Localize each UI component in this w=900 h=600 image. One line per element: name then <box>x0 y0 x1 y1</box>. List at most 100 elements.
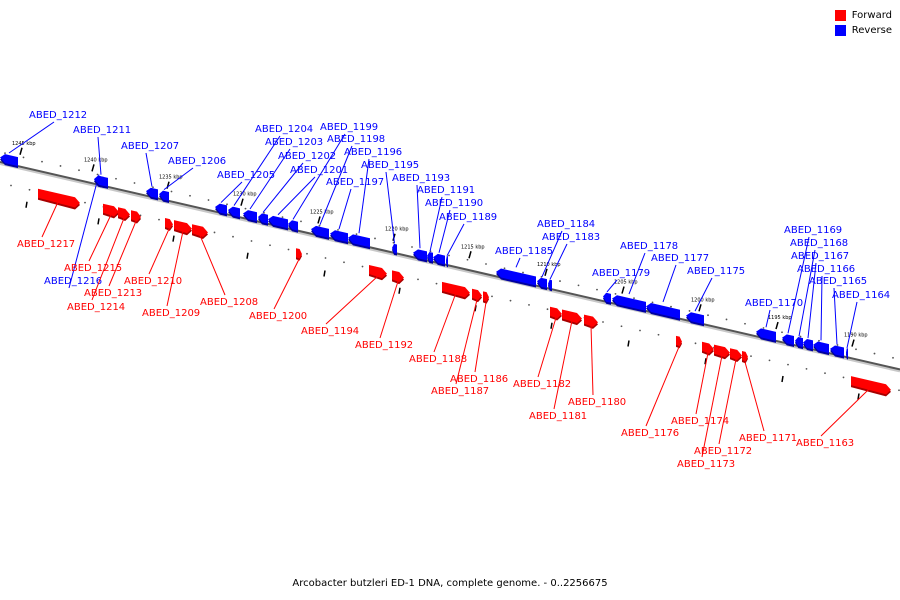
scale-dot <box>546 308 549 311</box>
gene-leader-line <box>846 301 858 349</box>
gene-label: ABED_1163 <box>796 438 854 449</box>
gene-feature: ABED_1206 <box>159 156 226 203</box>
gene-feature: ABED_1205 <box>215 170 275 217</box>
legend-reverse: Reverse <box>834 23 892 38</box>
gene-leader-line <box>199 235 226 296</box>
gene-label: ABED_1189 <box>439 212 497 223</box>
gene-body <box>174 220 192 234</box>
scale-dot <box>491 295 493 298</box>
gene-body <box>165 218 173 229</box>
scale-dot <box>158 218 160 221</box>
gene-feature: ABED_1215 <box>64 203 122 274</box>
gene-feature: ABED_1185 <box>495 246 553 288</box>
tick-mark <box>91 164 95 172</box>
gene-leader-line <box>744 361 765 432</box>
gene-feature: ABED_1203 <box>243 137 323 224</box>
gene-feature: ABED_1202 <box>258 151 336 226</box>
gene-body <box>192 224 208 237</box>
gene-feature: ABED_1178 <box>612 241 678 313</box>
gene-label: ABED_1200 <box>249 311 307 322</box>
gene-feature: ABED_1182 <box>513 306 571 390</box>
gene-feature: ABED_1199 <box>288 122 378 233</box>
gene-leader-line <box>319 145 353 225</box>
gene-feature: ABED_1210 <box>124 218 182 287</box>
gene-body <box>118 207 130 219</box>
gene-label: ABED_1193 <box>392 173 450 184</box>
scale-dot <box>417 278 419 281</box>
tick-mark <box>323 270 326 277</box>
scale-dot <box>799 335 802 338</box>
gene-body <box>94 175 108 187</box>
gene-feature: ABED_1214 <box>67 207 130 313</box>
scale-dot <box>725 318 728 321</box>
gene-label: ABED_1204 <box>255 124 313 135</box>
gene-body <box>413 249 427 261</box>
tick-mark <box>468 251 472 259</box>
tick-mark <box>246 252 249 259</box>
gene-feature: ABED_1173 <box>677 344 735 470</box>
tick-mark <box>398 287 401 294</box>
gene-leader-line <box>628 252 646 295</box>
gene-leader-line <box>249 148 291 210</box>
gene-leader-line <box>68 174 100 289</box>
gene-feature: ABED_1208 <box>192 224 258 308</box>
gene-leader-line <box>833 287 838 345</box>
gene-body <box>427 251 433 262</box>
scale-dot <box>232 235 234 238</box>
gene-body <box>612 295 646 311</box>
gene-body <box>268 215 288 229</box>
gene-body <box>446 255 448 266</box>
gene-label: ABED_1190 <box>425 198 483 209</box>
scale-dot <box>744 322 746 325</box>
gene-body <box>0 154 18 167</box>
gene-feature: ABED_1165 <box>809 276 867 359</box>
gene-leader-line <box>148 228 170 275</box>
scale-dot <box>787 363 789 366</box>
tick-mark <box>240 198 244 206</box>
gene-leader-line <box>765 309 771 328</box>
gene-label: ABED_1194 <box>301 326 359 337</box>
gene-label: ABED_1166 <box>797 264 855 275</box>
gene-label: ABED_1199 <box>320 122 378 133</box>
gene-label: ABED_1184 <box>537 219 595 230</box>
gene-label: ABED_1205 <box>217 170 275 181</box>
tick-label: 1220 kbp <box>385 227 409 233</box>
legend-forward: Forward <box>834 8 892 23</box>
gene-label: ABED_1173 <box>677 459 735 470</box>
scale-dot <box>707 314 709 317</box>
tick-label: 1245 kbp <box>12 141 36 147</box>
tick-mark <box>97 218 100 225</box>
gene-body <box>702 341 714 354</box>
gene-leader-line <box>694 277 713 312</box>
gene-feature: ABED_1198 <box>311 134 385 240</box>
scale-dot <box>762 327 765 329</box>
gene-label: ABED_1182 <box>513 379 571 390</box>
tick-mark <box>627 340 630 347</box>
tick-label: 1190 kbp <box>844 333 868 339</box>
gene-feature: ABED_1204 <box>228 124 313 220</box>
scale-dot <box>4 152 6 155</box>
scale-dot <box>374 237 376 240</box>
gene-leader-line <box>807 262 817 339</box>
scale-dot <box>898 389 900 392</box>
legend-forward-label: Forward <box>851 10 892 21</box>
scale-dot <box>96 173 99 176</box>
scale-dot <box>324 257 327 259</box>
gene-body <box>369 265 387 279</box>
gene-feature: ABED_1170 <box>745 298 803 343</box>
tick-label: 1230 kbp <box>233 192 257 198</box>
gene-body <box>782 334 794 346</box>
scale-dot <box>842 376 845 379</box>
gene-feature: ABED_1183 <box>542 232 600 292</box>
scale-dot <box>355 233 358 236</box>
gene-leader-line <box>325 275 379 325</box>
gene-leader-line <box>433 292 457 353</box>
gene-feature: ABED_1194 <box>301 265 387 337</box>
gene-leader-line <box>701 355 723 458</box>
gene-leader-line <box>446 223 465 257</box>
gene-label: ABED_1170 <box>745 298 803 309</box>
tick-mark <box>698 304 702 312</box>
scale-dot <box>250 240 253 242</box>
scale-dot <box>337 229 339 231</box>
gene-leader-line <box>455 299 478 385</box>
